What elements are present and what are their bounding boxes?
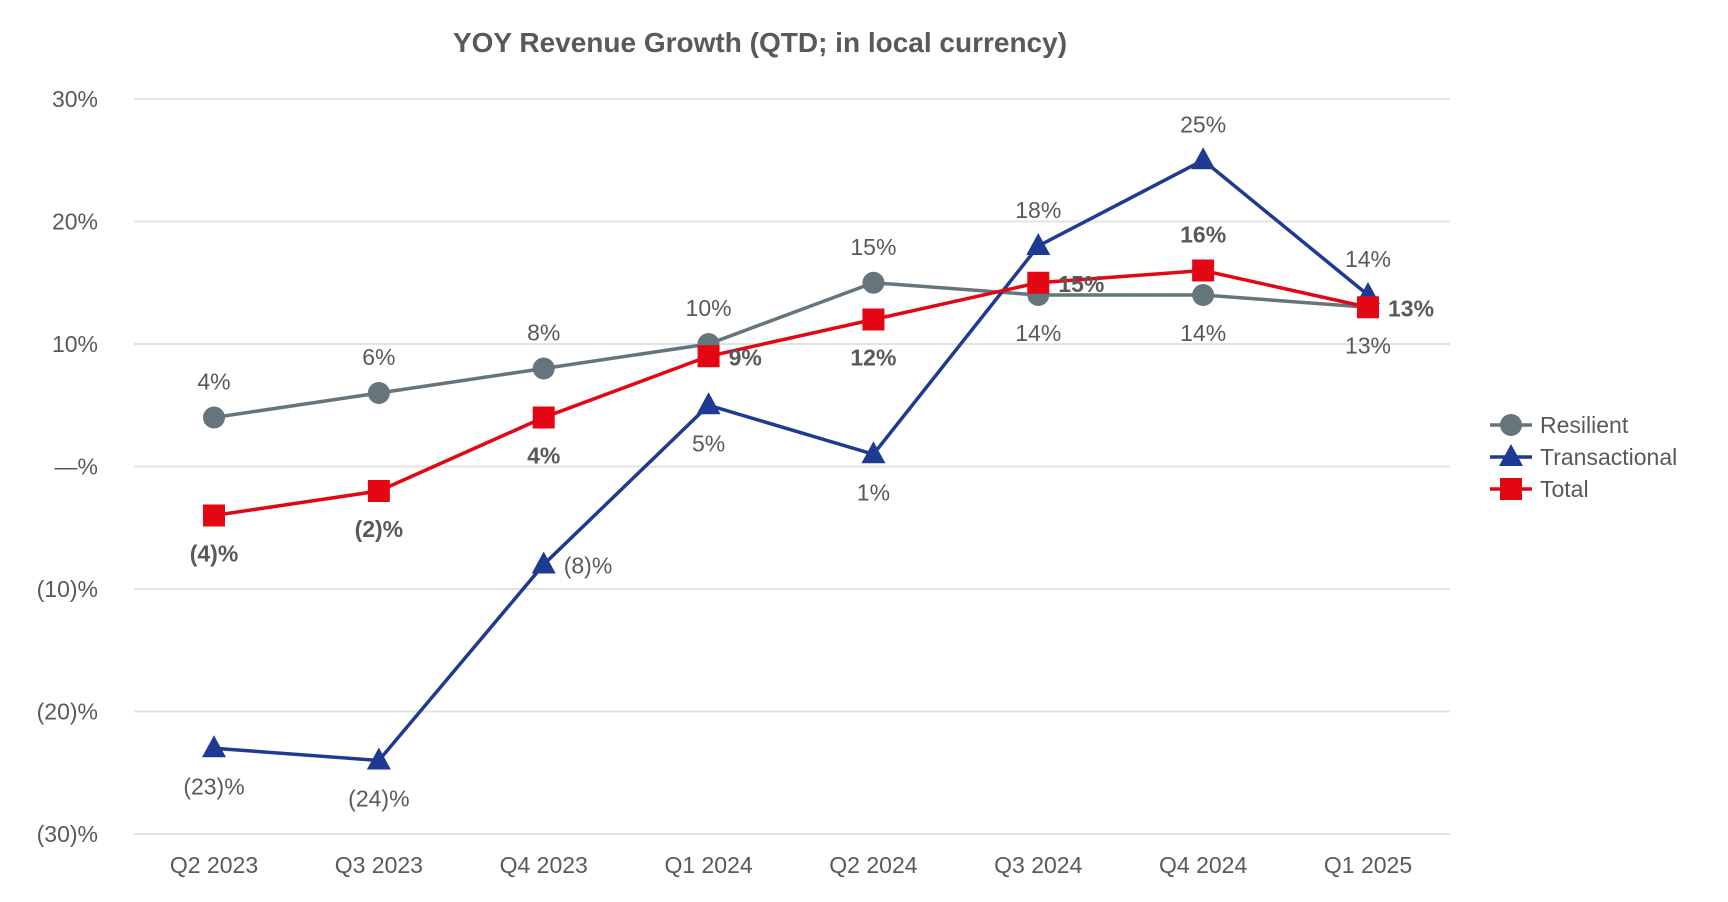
x-tick-label: Q3 2024 bbox=[994, 852, 1082, 878]
data-point bbox=[1357, 296, 1379, 319]
y-tick-label: 10% bbox=[52, 331, 98, 357]
data-label: 9% bbox=[729, 344, 762, 370]
y-tick-label: 20% bbox=[52, 209, 98, 235]
data-label: 14% bbox=[1180, 320, 1226, 346]
data-label: 14% bbox=[1015, 320, 1061, 346]
data-label: (23)% bbox=[183, 773, 244, 799]
data-point bbox=[202, 735, 226, 758]
data-point bbox=[1499, 444, 1523, 466]
y-tick-label: (20)% bbox=[37, 699, 98, 725]
data-point bbox=[203, 504, 225, 527]
data-label: 18% bbox=[1015, 197, 1061, 223]
data-label: 4% bbox=[197, 369, 230, 395]
data-point bbox=[1191, 147, 1216, 170]
y-tick-label: —% bbox=[55, 454, 98, 480]
data-label: 13% bbox=[1345, 332, 1391, 358]
x-tick-label: Q1 2024 bbox=[664, 852, 752, 878]
data-label: 13% bbox=[1388, 295, 1434, 321]
data-label: (4)% bbox=[190, 541, 239, 567]
chart-title: YOY Revenue Growth (QTD; in local curren… bbox=[453, 27, 1067, 58]
data-point bbox=[1026, 233, 1051, 255]
data-label: 4% bbox=[527, 443, 560, 469]
data-point bbox=[532, 406, 555, 429]
data-label: 14% bbox=[1345, 246, 1391, 272]
x-tick-label: Q3 2023 bbox=[335, 852, 423, 878]
data-point bbox=[203, 406, 225, 429]
y-tick-label: (30)% bbox=[37, 821, 98, 847]
legend-label: Resilient bbox=[1540, 412, 1629, 438]
x-tick-label: Q2 2024 bbox=[829, 852, 917, 878]
data-label: 16% bbox=[1180, 222, 1226, 248]
data-label: (8)% bbox=[564, 553, 613, 579]
x-tick-label: Q1 2025 bbox=[1324, 852, 1412, 878]
data-point bbox=[1192, 284, 1215, 306]
data-point bbox=[367, 480, 390, 502]
data-label: (24)% bbox=[348, 786, 409, 812]
data-label: 6% bbox=[362, 344, 395, 370]
series-line-transactional bbox=[213, 158, 1370, 763]
y-tick-label: 30% bbox=[52, 86, 98, 112]
data-point bbox=[532, 357, 555, 380]
data-point bbox=[367, 382, 390, 404]
data-point bbox=[861, 441, 886, 464]
data-label: 12% bbox=[850, 345, 896, 371]
data-label: 10% bbox=[686, 295, 732, 321]
x-tick-label: Q4 2023 bbox=[500, 852, 588, 878]
data-label: 25% bbox=[1180, 111, 1226, 137]
data-point bbox=[1500, 478, 1522, 500]
data-point bbox=[1192, 259, 1215, 282]
data-point bbox=[366, 747, 391, 770]
legend-label: Transactional bbox=[1540, 444, 1677, 470]
data-label: 5% bbox=[692, 430, 725, 456]
data-point bbox=[531, 551, 556, 574]
data-point bbox=[1027, 271, 1050, 294]
data-label: 15% bbox=[1058, 271, 1104, 297]
data-label: 8% bbox=[527, 320, 560, 346]
data-point bbox=[862, 308, 885, 331]
x-tick-label: Q4 2024 bbox=[1159, 852, 1247, 878]
legend-label: Total bbox=[1540, 476, 1589, 502]
series-line-total bbox=[213, 268, 1369, 518]
data-label: (2)% bbox=[355, 516, 404, 542]
y-tick-label: (10)% bbox=[37, 576, 98, 602]
data-label: 1% bbox=[857, 479, 890, 505]
data-point bbox=[696, 392, 721, 415]
series-line-resilient bbox=[213, 280, 1369, 420]
x-tick-label: Q2 2023 bbox=[170, 852, 258, 878]
data-point bbox=[1500, 414, 1522, 436]
data-point bbox=[862, 271, 885, 294]
data-point bbox=[697, 345, 720, 368]
data-label: 15% bbox=[850, 234, 896, 260]
